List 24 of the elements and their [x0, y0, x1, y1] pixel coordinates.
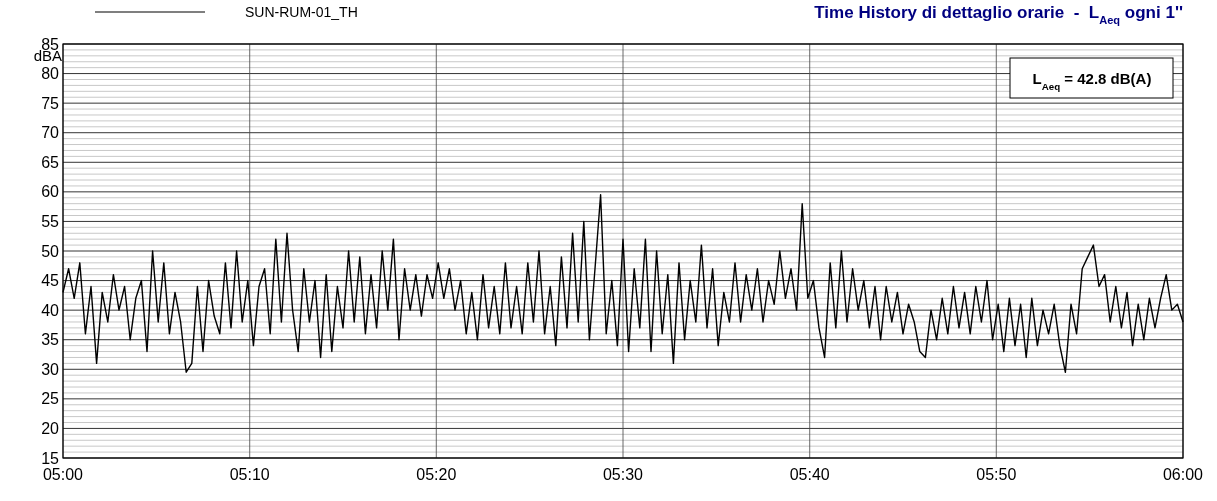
x-tick-label: 05:00	[42, 466, 84, 483]
y-tick-label: 20	[41, 420, 60, 438]
y-tick-label: 35	[41, 331, 60, 349]
x-tick-label: 05:30	[602, 466, 644, 483]
chart-title: Time History di dettaglio orarie - L$_{Aeq}$ ogni 1''	[814, 3, 1183, 26]
y-tick-label: 55	[41, 213, 60, 231]
y-tick-label: 80	[41, 65, 60, 83]
x-tick-label: 05:50	[976, 466, 1017, 483]
x-tick-label: 05:20	[416, 466, 457, 483]
x-tick-label: 05:40	[789, 466, 830, 483]
y-tick-label: 60	[41, 183, 60, 201]
y-tick-label: 70	[41, 124, 60, 142]
y-tick-label: 40	[41, 301, 60, 319]
y-tick-label: 75	[41, 94, 60, 112]
x-tick-label: 05:10	[229, 466, 270, 483]
y-tick-label: 15	[41, 449, 60, 467]
x-tick-label: 06:00	[1162, 466, 1204, 483]
y-tick-label: 50	[41, 242, 60, 260]
y-tick-label: 45	[41, 272, 60, 290]
y-tick-label: 25	[41, 390, 60, 408]
y-tick-label: 30	[41, 360, 60, 378]
text: SUN-RUM-01_TH	[245, 3, 358, 20]
y-tick-label: 65	[41, 153, 60, 171]
annotation: L$_{Aeq}$ = 42.8 dB(A)	[1032, 70, 1152, 92]
